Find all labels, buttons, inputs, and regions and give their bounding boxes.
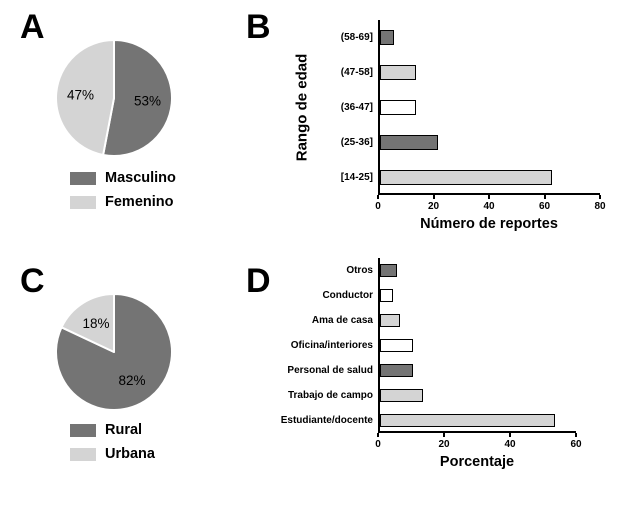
category-label-47-58: (47-58] [340,67,373,78]
legend-label-masculino: Masculino [105,170,176,186]
bar-chart-age-range: Rango de edad (58-69] (47-58] (36-47] (25-36… [294,20,640,265]
bar-trabajo-de-campo [380,389,423,402]
pie-area-plot: 82% 18% [44,282,184,422]
x-axis-tick-0 [377,195,379,199]
bar-14-25 [380,170,552,185]
bar-otros [380,264,397,277]
x-axis-title: Porcentaje [439,454,515,470]
plot-area [378,20,600,195]
bar-chart-occupation: Otros Conductor Ama de casa Oficina/interio… [280,258,592,503]
pie-sex-plot: 53% 47% [44,28,184,168]
pie-sex-legend: Masculino Femenino [70,170,176,218]
panel-letter-a: A [20,8,45,46]
x-axis-tick-40 [488,195,490,199]
pie-slice-urbana [60,293,115,353]
pie-slice-rural [55,293,173,411]
legend-swatch-rural [70,423,96,437]
category-label-trabajo-de-campo: Trabajo de campo [287,390,373,401]
x-axis-title: Número de reportes [420,216,558,232]
category-label-58-69: (58-69] [340,32,373,43]
panel-letter-b: B [246,8,271,46]
plot-area [378,258,576,433]
legend-label-femenino: Femenino [105,194,174,210]
x-axis-tick-0 [377,433,379,437]
pie-slice-masculino [102,39,173,157]
legend-swatch-femenino [70,195,96,209]
y-axis-title-text: Rango de edad [293,53,311,162]
pie-area-legend: Rural Urbana [70,422,155,470]
y-axis-title: Rango de edad [291,20,313,195]
panel-letter-d: D [246,262,271,300]
bar-conductor [380,289,393,302]
x-axis-tick-20 [443,433,445,437]
category-label-estudiante-docente: Estudiante/docente [280,415,373,426]
x-axis-ticklabel-80: 80 [594,201,606,212]
x-axis-ticklabel-60: 60 [538,201,551,212]
pie-chart-area: 82% 18% Rural Urbana [44,282,234,462]
legend-item-urbana: Urbana [70,446,155,462]
pie-slice-femenino [55,39,115,156]
legend-swatch-masculino [70,171,96,185]
legend-swatch-urbana [70,447,96,461]
x-axis-ticklabel-20: 20 [427,201,440,212]
bar-47-58 [380,65,416,80]
category-label-oficina-interiores: Oficina/interiores [290,340,373,351]
bar-oficina-interiores [380,339,413,352]
x-axis-ticklabel-20: 20 [438,439,450,450]
panel-letter-c: C [20,262,45,300]
legend-item-rural: Rural [70,422,155,438]
x-axis-ticklabel-60: 60 [570,439,582,450]
category-label-36-47: (36-47] [340,102,373,113]
bar-25-36 [380,135,438,150]
legend-item-femenino: Femenino [70,194,176,210]
legend-label-rural: Rural [105,422,143,438]
x-axis-tick-60 [575,433,577,437]
x-axis-tick-40 [509,433,511,437]
bar-36-47 [380,100,416,115]
legend-label-urbana: Urbana [105,446,155,462]
pie-slice-value-masculino: 53% [134,94,161,109]
x-axis-tick-20 [432,195,435,199]
pie-svg: 53% 47% [55,39,173,157]
bar-estudiante-docente [380,414,555,427]
bar-personal-de-salud [380,364,413,377]
pie-slice-value-femenino: 47% [67,87,94,102]
bar-58-69 [380,30,394,45]
x-axis-tick-80 [599,195,601,199]
category-label-ama-de-casa: Ama de casa [311,315,373,326]
category-label-conductor: Conductor [322,290,373,301]
pie-svg: 82% 18% [55,293,173,411]
legend-item-masculino: Masculino [70,170,176,186]
category-label-14-25: [14-25] [340,172,373,183]
pie-slice-value-urbana: 18% [82,316,109,331]
x-axis-tick-60 [543,195,546,199]
category-label-personal-de-salud: Personal de salud [287,365,373,376]
category-label-otros: Otros [346,265,373,276]
pie-slice-value-rural: 82% [119,373,146,388]
category-axis-labels: Otros Conductor Ama de casa Oficina/interio… [280,258,378,433]
category-label-25-36: (25-36] [340,137,373,148]
x-axis-ticklabel-40: 40 [504,439,516,450]
x-axis-ticklabel-40: 40 [483,201,495,212]
category-axis-labels: (58-69] (47-58] (36-47] (25-36] [14-25] [330,20,378,195]
bar-ama-de-casa [380,314,400,327]
x-axis-ticklabel-0: 0 [375,201,381,212]
pie-chart-sex: 53% 47% Masculino Femenino [44,28,234,210]
x-axis-ticklabel-0: 0 [375,439,381,450]
